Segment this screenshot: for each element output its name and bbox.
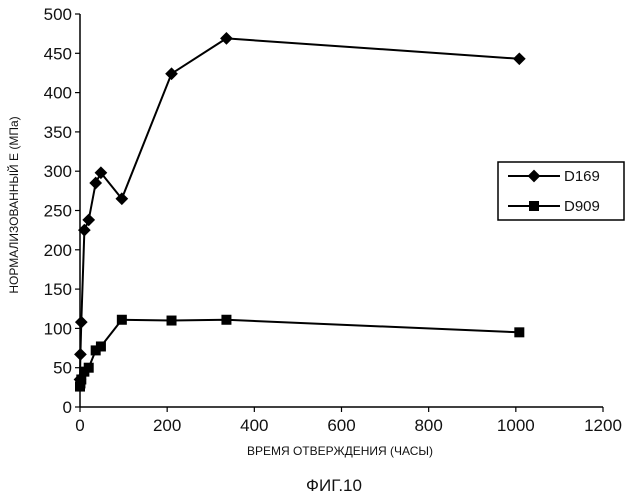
- data-point-d169: [513, 52, 526, 65]
- y-tick-label: 100: [44, 319, 72, 338]
- data-point-d909: [117, 315, 127, 325]
- figure-caption: ФИГ.10: [306, 476, 362, 495]
- legend-marker-d909: [529, 201, 539, 211]
- legend-box: [498, 162, 624, 220]
- data-point-d909: [96, 341, 106, 351]
- x-tick-label: 0: [75, 416, 84, 435]
- y-tick-label: 400: [44, 84, 72, 103]
- x-axis-title: ВРЕМЯ ОТВЕРЖДЕНИЯ (ЧАСЫ): [247, 444, 433, 458]
- x-tick-label: 1000: [497, 416, 535, 435]
- data-point-d909: [167, 316, 177, 326]
- y-tick-label: 150: [44, 280, 72, 299]
- y-tick-label: 50: [53, 359, 72, 378]
- series-line-d909: [80, 320, 519, 387]
- data-point-d909: [84, 363, 94, 373]
- legend: D169 D909: [498, 162, 624, 220]
- x-tick-label: 1200: [584, 416, 622, 435]
- data-point-d169: [89, 177, 102, 190]
- y-tick-label: 300: [44, 162, 72, 181]
- y-tick-label: 450: [44, 44, 72, 63]
- y-tick-labels: 0 50 100 150 200 250 300 350 400 450 500: [44, 5, 72, 417]
- x-tick-labels: 0 200 400 600 800 1000 1200: [75, 416, 622, 435]
- legend-label-d909: D909: [564, 198, 600, 215]
- data-point-d169: [165, 67, 178, 80]
- data-point-d169: [220, 32, 233, 45]
- y-tick-label: 200: [44, 241, 72, 260]
- y-tick-label: 250: [44, 202, 72, 221]
- series-d169: [74, 32, 526, 386]
- y-axis-title: НОРМАЛИЗОВАННЫЙ Е (МПа): [6, 116, 21, 293]
- data-point-d909: [221, 315, 231, 325]
- series-layer: [74, 32, 526, 392]
- series-line-d169: [80, 38, 519, 379]
- legend-label-d169: D169: [564, 168, 600, 185]
- data-point-d169: [74, 348, 87, 361]
- y-tick-label: 350: [44, 123, 72, 142]
- x-tick-label: 200: [153, 416, 181, 435]
- series-d909: [75, 315, 524, 392]
- data-point-d169: [75, 316, 88, 329]
- y-tick-label: 0: [63, 398, 72, 417]
- data-point-d909: [514, 327, 524, 337]
- y-tick-label: 500: [44, 5, 72, 24]
- x-tick-label: 400: [240, 416, 268, 435]
- x-tick-label: 800: [414, 416, 442, 435]
- x-tick-label: 600: [327, 416, 355, 435]
